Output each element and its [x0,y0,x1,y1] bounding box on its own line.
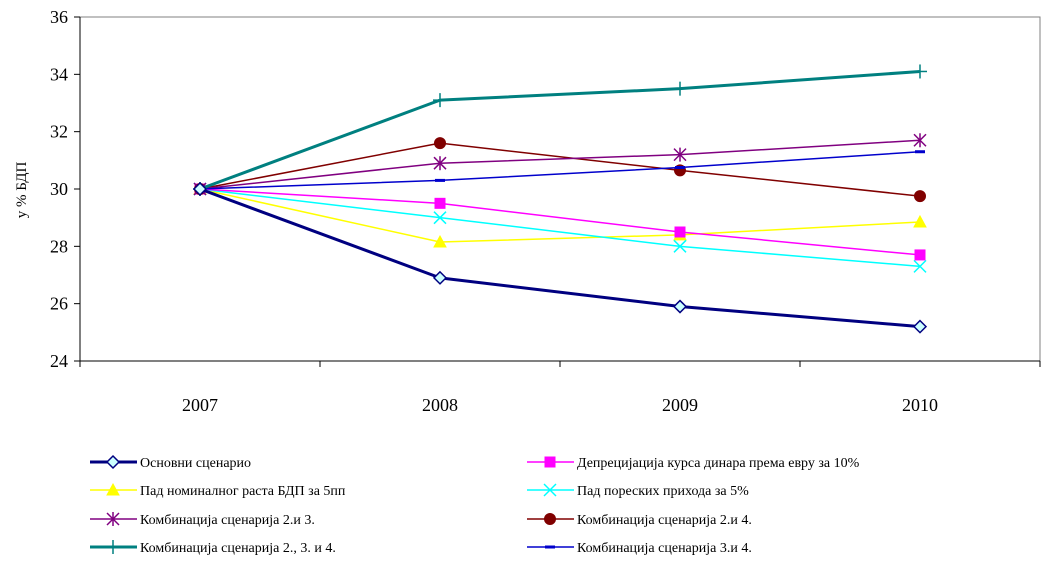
data-point [673,81,687,96]
data-point [432,270,448,285]
y-tick-label: 32 [50,122,68,142]
data-point [433,211,447,225]
legend-item-2: Пад номиналног раста БДП за 5пп [90,482,346,499]
data-point [913,64,927,79]
series-5 [194,137,926,203]
legend: Основни сценарио Депрецијација курса дина… [90,454,860,556]
data-point [434,137,446,150]
data-point [433,93,447,108]
series-2 [193,181,927,248]
legend-item-6: Комбинација сценарија 2., 3. и 4. [90,540,336,556]
data-point [673,147,687,162]
data-point [672,299,688,314]
legend-item-4: Комбинација сценарија 2.и 3. [90,512,315,528]
series-4 [193,133,927,196]
series-line [199,142,921,197]
legend-marker [105,454,121,470]
data-point [913,259,927,273]
y-tick-label: 34 [50,64,68,84]
series-line [199,188,921,256]
axes: 24 26 28 30 32 34 36 2007 2008 2009 2010 [50,7,1041,415]
y-tick-label: 26 [50,294,68,314]
legend-label: Комбинација сценарија 2.и 3. [140,513,315,528]
series-1 [194,183,926,261]
legend-label: Комбинација сценарија 2., 3. и 4. [140,541,336,556]
legend-marker [544,456,556,468]
data-point [434,197,446,209]
legend-item-7: Комбинација сценарија 3.и 4. [527,541,752,556]
y-axis-label: у % БДП [14,162,30,219]
legend-marker [543,483,557,497]
legend-label: Комбинација сценарија 2.и 4. [577,513,752,528]
legend-marker [544,513,556,525]
x-tick-label: 2008 [422,395,458,415]
series-line [199,187,921,329]
data-point [673,239,687,253]
legend-label: Пад пореских прихода за 5% [577,484,749,499]
legend-marker [106,540,120,554]
series-6 [193,64,927,196]
series-layer [192,64,928,334]
plot-area-border [79,16,1041,362]
x-tick-label: 2007 [182,395,218,415]
legend-label: Пад номиналног раста БДП за 5пп [140,484,346,499]
y-tick-label: 28 [50,236,68,256]
legend-label: Комбинација сценарија 3.и 4. [577,541,752,556]
y-tick-label: 30 [50,179,68,199]
data-point [192,181,208,197]
data-point [433,234,447,248]
series-line [199,69,921,191]
data-point [913,214,927,228]
data-point [913,133,927,148]
legend-marker [106,482,120,496]
y-tick-label: 24 [50,351,68,371]
series-line [199,139,921,190]
legend-item-5: Комбинација сценарија 2.и 4. [527,513,752,528]
x-tick-label: 2010 [902,395,938,415]
x-tick-label: 2009 [662,395,698,415]
data-point [914,249,926,261]
data-point [914,190,926,203]
y-tick-label: 36 [50,7,68,27]
series-line [199,150,921,190]
series-line [199,188,921,268]
legend-item-0: Основни сценарио [90,454,251,471]
data-point [433,156,447,171]
legend-label: Основни сценарио [140,456,251,471]
series-line [199,188,921,243]
data-point [674,226,686,238]
legend-item-1: Депрецијација курса динара према евру за… [527,456,860,471]
legend-item-3: Пад пореских прихода за 5% [527,483,749,499]
legend-marker [106,512,120,526]
data-point [912,319,928,334]
legend-label: Депрецијација курса динара према евру за… [577,456,860,471]
series-0 [192,181,928,334]
